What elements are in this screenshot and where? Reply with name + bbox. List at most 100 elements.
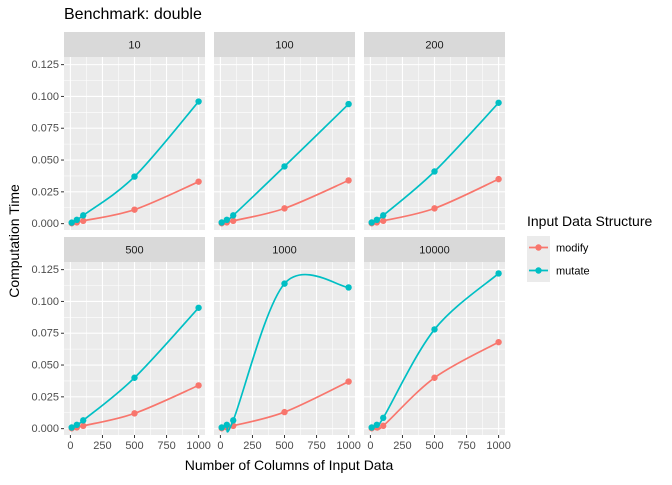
data-point-mutate <box>281 280 288 287</box>
y-axis-label: Computation Time <box>6 184 22 298</box>
y-tick-label: 0.050 <box>31 155 59 167</box>
x-tick-label: 0 <box>367 440 373 452</box>
facet-label: 10000 <box>419 245 450 257</box>
facet-strip <box>214 237 355 262</box>
y-tick-label: 0.100 <box>31 296 59 308</box>
y-tick-label: 0.125 <box>31 264 59 276</box>
y-tick-label: 0.000 <box>31 423 59 435</box>
data-point-mutate <box>80 212 87 219</box>
facet-strip <box>214 32 355 57</box>
data-point-mutate <box>495 99 502 106</box>
data-point-mutate <box>131 374 138 381</box>
legend-key-point <box>535 244 542 251</box>
data-point-mutate <box>373 216 381 224</box>
data-point-modify <box>230 217 237 225</box>
data-point-mutate <box>380 414 387 422</box>
facet-panel-1000: 1000 0 250 500 750 1000 <box>214 237 361 452</box>
legend-item-label: mutate <box>556 266 590 278</box>
facet-label: 1000 <box>272 245 296 257</box>
x-tick-label: 250 <box>393 440 411 452</box>
data-point-modify <box>345 378 352 385</box>
x-tick-label: 750 <box>307 440 325 452</box>
x-tick-label: 1000 <box>186 440 210 452</box>
data-point-modify <box>131 410 138 417</box>
data-point-modify <box>431 374 438 381</box>
facet-panel-500: 500 0.000 0.025 0.050 0.075 0.100 0.125 0 250 500… <box>31 237 211 452</box>
y-tick-label: 0.075 <box>31 328 59 340</box>
facet-strip <box>364 32 505 57</box>
facet-panel-10: 10 0.000 0.025 0.050 0.075 0.100 0.125 <box>31 32 205 230</box>
data-point-modify <box>281 205 288 212</box>
data-point-mutate <box>195 98 202 105</box>
data-point-mutate <box>131 173 138 180</box>
y-tick-label: 0.050 <box>31 360 59 372</box>
legend-item-label: modify <box>556 243 589 255</box>
data-point-mutate <box>223 421 231 429</box>
facet-label: 100 <box>275 40 293 52</box>
data-point-mutate <box>380 212 387 219</box>
data-point-mutate <box>495 270 502 277</box>
x-tick-label: 0 <box>67 440 73 452</box>
y-tick-label: 0.025 <box>31 391 59 403</box>
data-point-mutate <box>230 212 237 219</box>
y-tick-label: 0.000 <box>31 218 59 230</box>
data-point-mutate <box>73 216 81 224</box>
data-point-mutate <box>345 100 352 108</box>
data-point-mutate <box>345 284 352 291</box>
x-tick-label: 250 <box>243 440 261 452</box>
data-point-modify <box>495 175 502 183</box>
data-point-modify <box>131 206 138 213</box>
x-tick-label: 500 <box>275 440 293 452</box>
legend: Input Data Structure modify mutate <box>527 213 653 282</box>
facet-strip <box>64 32 205 57</box>
data-point-mutate <box>80 417 87 424</box>
legend-key-point <box>535 267 542 274</box>
data-point-modify <box>195 382 202 389</box>
x-axis-label: Number of Columns of Input Data <box>185 457 394 473</box>
facet-strip <box>364 237 505 262</box>
x-tick-label: 0 <box>217 440 223 452</box>
facet-label: 500 <box>125 245 143 257</box>
data-point-mutate <box>431 326 438 333</box>
x-tick-label: 500 <box>425 440 443 452</box>
data-point-mutate <box>373 421 381 429</box>
x-tick-label: 750 <box>457 440 475 452</box>
facet-panel-100: 100 <box>214 32 355 230</box>
data-point-mutate <box>368 424 375 431</box>
data-point-mutate <box>368 219 375 226</box>
data-point-mutate <box>68 424 75 431</box>
data-point-mutate <box>431 168 438 175</box>
y-tick-label: 0.075 <box>31 123 59 135</box>
data-point-modify <box>80 217 87 225</box>
data-point-mutate <box>73 421 81 429</box>
x-tick-label: 500 <box>125 440 143 452</box>
data-point-mutate <box>230 417 237 424</box>
facet-strip <box>64 237 205 262</box>
x-tick-label: 250 <box>93 440 111 452</box>
x-tick-label: 750 <box>157 440 175 452</box>
data-point-modify <box>380 217 387 225</box>
y-tick-label: 0.100 <box>31 91 59 103</box>
y-tick-label: 0.025 <box>31 186 59 198</box>
data-point-modify <box>495 338 502 346</box>
data-point-modify <box>380 422 387 430</box>
data-point-modify <box>80 422 87 430</box>
facet-label: 10 <box>128 40 140 52</box>
data-point-modify <box>195 178 202 185</box>
x-tick-label: 1000 <box>486 440 510 452</box>
facet-panel-10000: 10000 0 250 500 750 1000 <box>364 237 511 452</box>
x-tick-label: 1000 <box>336 440 360 452</box>
chart-title: Benchmark: double <box>64 6 202 23</box>
legend-title: Input Data Structure <box>527 213 653 229</box>
data-point-modify <box>345 177 352 184</box>
data-point-modify <box>431 205 438 212</box>
facet-label: 200 <box>425 40 443 52</box>
data-point-mutate <box>195 304 202 311</box>
data-point-mutate <box>218 219 225 226</box>
data-point-mutate <box>68 219 75 226</box>
y-tick-label: 0.125 <box>31 59 59 71</box>
data-point-mutate <box>223 216 231 224</box>
facet-panel-200: 200 <box>364 32 505 230</box>
